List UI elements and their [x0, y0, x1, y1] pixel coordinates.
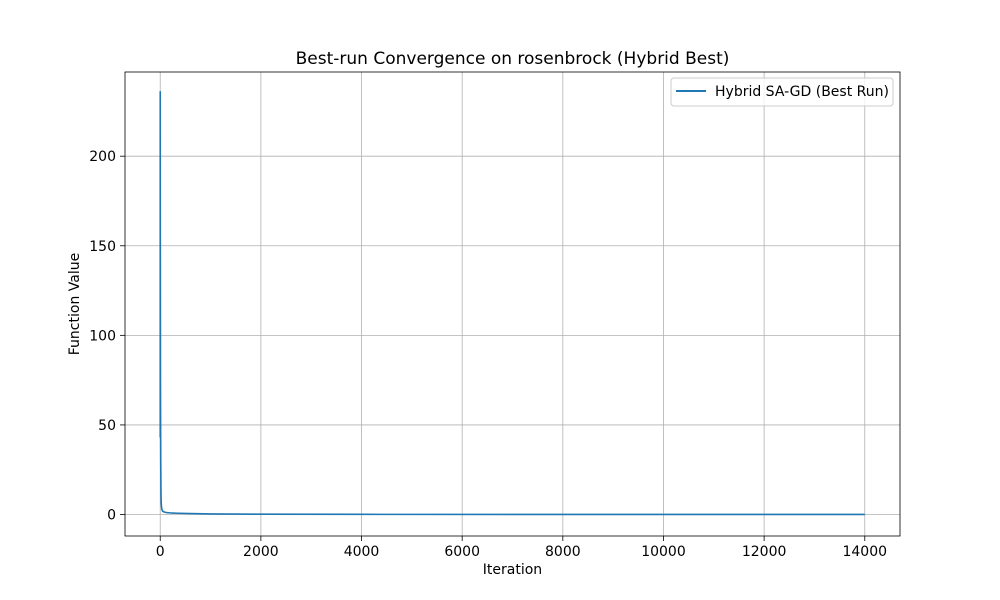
legend-label-hybrid-sa-gd: Hybrid SA-GD (Best Run)	[715, 84, 889, 100]
x-tick-label: 6000	[444, 544, 480, 560]
x-tick-label: 14000	[842, 544, 887, 560]
plot-frame	[124, 71, 901, 537]
y-tick-label: 50	[98, 418, 116, 434]
y-tick-label: 100	[89, 328, 116, 344]
x-tick-label: 12000	[742, 544, 787, 560]
axes	[124, 71, 901, 537]
y-tick-label: 150	[89, 239, 116, 255]
series-layer	[159, 90, 865, 516]
chart-title: Best-run Convergence on rosenbrock (Hybr…	[296, 49, 730, 69]
x-tick-label: 2000	[243, 544, 279, 560]
y-tick-label: 0	[107, 508, 116, 524]
legend: Hybrid SA-GD (Best Run)	[670, 77, 894, 107]
y-tick-label: 200	[89, 149, 116, 165]
x-tick-label: 0	[156, 544, 165, 560]
x-axis-ticks: 0 2000 4000 6000 8000 10000 12000 14000	[156, 536, 887, 560]
series-line-hybrid-sa-gd	[159, 90, 865, 516]
x-tick-label: 4000	[344, 544, 380, 560]
legend-box	[670, 77, 894, 107]
y-axis-label: Function Value	[67, 253, 83, 355]
x-axis-label: Iteration	[483, 562, 542, 578]
x-tick-label: 8000	[545, 544, 581, 560]
y-axis-ticks: 0 50 100 150 200	[89, 149, 125, 524]
x-tick-label: 10000	[641, 544, 686, 560]
